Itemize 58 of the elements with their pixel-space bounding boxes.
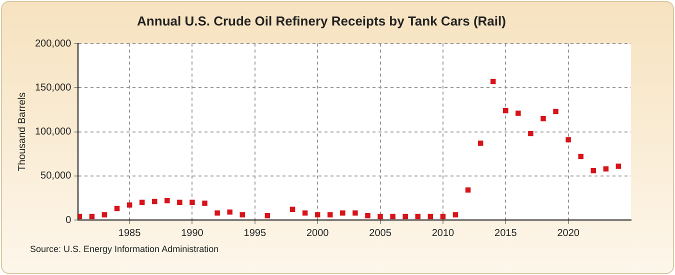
point — [503, 108, 508, 114]
y-tick-label: 100,000 — [34, 126, 72, 138]
point — [478, 140, 484, 146]
chart-title: Annual U.S. Crude Oil Refinery Receipts by Tank Cars (Rail) — [137, 13, 506, 28]
point — [616, 164, 622, 169]
point — [126, 202, 132, 208]
point — [290, 206, 296, 212]
point — [402, 214, 408, 220]
point — [603, 166, 609, 172]
point — [202, 200, 208, 206]
point — [102, 212, 108, 218]
point — [452, 212, 458, 218]
point — [328, 212, 333, 218]
y-axis-title: Thousand Barrels — [16, 92, 28, 172]
point — [352, 210, 358, 216]
point — [490, 78, 496, 84]
point — [590, 168, 596, 174]
point — [190, 200, 195, 205]
point — [528, 130, 534, 136]
point — [164, 198, 170, 204]
point — [139, 200, 145, 205]
x-tick-label: 2005 — [369, 228, 392, 239]
point — [227, 209, 232, 215]
y-tick-label: 150,000 — [34, 82, 72, 94]
x-tick-label: 2010 — [432, 228, 455, 239]
point — [415, 214, 421, 220]
x-tick-label: 2020 — [557, 228, 580, 239]
x-tick-label: 1995 — [244, 228, 266, 239]
point — [114, 206, 120, 212]
point — [314, 212, 320, 218]
point — [177, 200, 182, 205]
x-tick-label: 2000 — [306, 228, 330, 239]
point — [578, 154, 584, 160]
point — [390, 214, 396, 220]
point — [78, 214, 82, 220]
point — [465, 187, 471, 193]
point — [89, 214, 95, 220]
point — [302, 210, 308, 216]
point — [428, 214, 434, 220]
point — [540, 116, 546, 122]
point — [152, 198, 158, 204]
x-tick-label: 1990 — [181, 228, 204, 239]
point — [240, 212, 245, 218]
y-tick-label: 50,000 — [40, 170, 72, 182]
point — [340, 210, 346, 216]
point — [440, 214, 446, 220]
x-tick-label: 2015 — [494, 228, 518, 239]
point — [553, 108, 558, 114]
point — [516, 110, 521, 116]
x-tick-label: 1985 — [118, 228, 142, 239]
y-tick-label: 200,000 — [34, 38, 72, 50]
point — [378, 214, 383, 220]
point — [264, 212, 270, 218]
point — [214, 210, 220, 216]
source-note: Source: U.S. Energy Information Administration — [30, 244, 219, 254]
point — [365, 212, 370, 218]
point — [566, 137, 571, 142]
y-tick-label: 0 — [66, 214, 72, 226]
